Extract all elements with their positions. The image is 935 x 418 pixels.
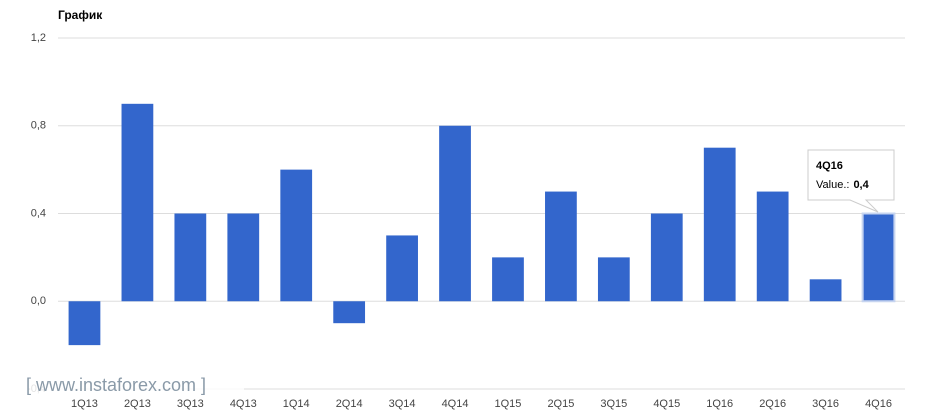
x-tick-label: 4Q13 <box>230 398 257 410</box>
bar <box>861 212 896 303</box>
bar <box>492 257 524 302</box>
y-tick-label: 0,4 <box>31 207 46 219</box>
bar <box>545 191 577 302</box>
tooltip: 4Q16 Value.: 0,4 <box>807 149 895 213</box>
y-tick-label: 0,0 <box>31 295 46 307</box>
bar <box>174 213 207 302</box>
x-tick-label: 1Q14 <box>283 398 310 410</box>
bar <box>756 191 789 302</box>
tooltip-box <box>807 149 895 213</box>
bar <box>68 301 101 346</box>
tooltip-label: Value.: <box>816 179 849 191</box>
x-tick-label: 1Q15 <box>495 398 522 410</box>
x-tick-label: 4Q14 <box>442 398 469 410</box>
chart-title: График <box>58 8 103 22</box>
tooltip-value: 0,4 <box>853 179 869 191</box>
x-tick-label: 2Q16 <box>759 398 786 410</box>
tooltip-title: 4Q16 <box>816 160 843 172</box>
y-tick-label: 0,8 <box>31 120 46 132</box>
tooltip-line: Value.: 0,4 <box>816 179 870 191</box>
bar <box>227 213 260 302</box>
bar <box>386 235 418 302</box>
x-tick-label: 3Q15 <box>600 398 627 410</box>
y-tick-label: 1,2 <box>31 32 46 44</box>
x-tick-label: 1Q16 <box>706 398 733 410</box>
bar <box>121 103 154 302</box>
bar <box>809 279 842 302</box>
bar <box>597 257 630 302</box>
x-tick-label: 2Q13 <box>124 398 151 410</box>
x-tick-label: 4Q15 <box>653 398 680 410</box>
bar <box>333 301 366 324</box>
x-tick-label: 2Q14 <box>336 398 363 410</box>
x-tick-label: 3Q13 <box>177 398 204 410</box>
bar <box>650 213 683 302</box>
x-tick-label: 4Q16 <box>865 398 892 410</box>
x-tick-label: 3Q16 <box>812 398 839 410</box>
x-tick-label: 2Q15 <box>547 398 574 410</box>
bar <box>280 169 313 302</box>
x-tick-label: 3Q14 <box>389 398 416 410</box>
bar <box>703 147 736 302</box>
x-tick-label: 1Q13 <box>71 398 98 410</box>
watermark-bg <box>16 372 244 398</box>
bar <box>439 125 471 302</box>
watermark: [ www.instaforex.com ] <box>26 375 206 395</box>
